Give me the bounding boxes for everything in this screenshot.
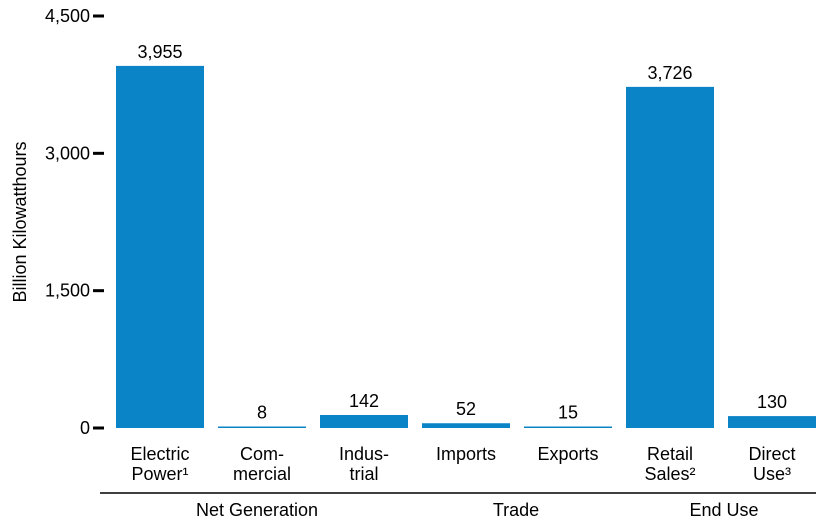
bar — [626, 86, 714, 428]
category-label: Sales² — [644, 464, 695, 484]
data-labels: 3,955 8 142 52 15 3,726 130 — [137, 42, 787, 423]
data-label: 130 — [757, 392, 787, 412]
category-label: Exports — [537, 444, 598, 464]
bar — [728, 416, 816, 428]
group-label: End Use — [689, 500, 758, 520]
y-axis-label: Billion Kilowatthours — [10, 141, 30, 302]
data-label: 3,955 — [137, 42, 182, 62]
y-tick-label: 3,000 — [45, 143, 90, 163]
data-label: 15 — [558, 403, 578, 423]
bar — [320, 414, 408, 428]
bar — [116, 65, 204, 429]
y-tick-label: 1,500 — [45, 281, 90, 301]
bar — [218, 426, 306, 428]
bar — [422, 423, 510, 428]
category-label: Direct — [748, 444, 795, 464]
bars — [116, 65, 816, 429]
category-label: Com- — [240, 444, 284, 464]
category-label: Retail — [647, 444, 693, 464]
category-label: Imports — [436, 444, 496, 464]
data-label: 52 — [456, 399, 476, 419]
data-label: 142 — [349, 391, 379, 411]
category-label: Use³ — [753, 464, 791, 484]
group-label: Net Generation — [196, 500, 318, 520]
category-label: Electric — [130, 444, 189, 464]
category-label: trial — [349, 464, 378, 484]
y-tick-label: 0 — [80, 418, 90, 438]
group-labels: Net Generation Trade End Use — [100, 492, 816, 520]
y-tick-label: 4,500 — [45, 6, 90, 26]
y-axis: 0 1,500 3,000 4,500 — [45, 6, 104, 438]
data-label: 8 — [257, 403, 267, 423]
category-label: Power¹ — [131, 464, 188, 484]
category-label: mercial — [233, 464, 291, 484]
bar — [524, 426, 612, 428]
data-label: 3,726 — [647, 63, 692, 83]
category-label: Indus- — [339, 444, 389, 464]
group-label: Trade — [493, 500, 539, 520]
